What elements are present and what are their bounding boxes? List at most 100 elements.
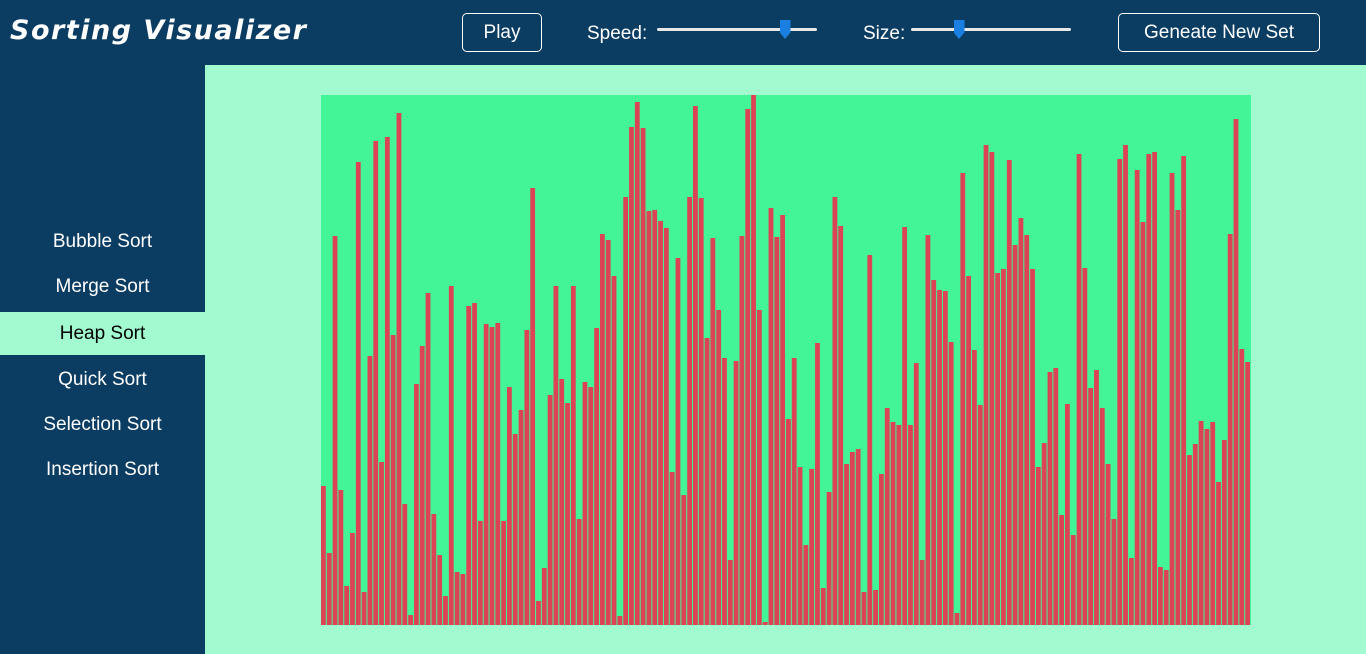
bar — [1006, 160, 1012, 625]
size-slider[interactable] — [911, 20, 1071, 40]
bar — [396, 113, 402, 625]
bar — [1065, 404, 1070, 625]
sidebar-item-quick-sort[interactable]: Quick Sort — [58, 368, 147, 390]
bar — [855, 449, 861, 625]
bar — [518, 410, 524, 625]
bar — [786, 419, 791, 625]
bar — [896, 425, 902, 625]
bar — [698, 198, 704, 625]
generate-new-set-button[interactable]: Geneate New Set — [1118, 13, 1320, 52]
sidebar-item-bubble-sort[interactable]: Bubble Sort — [52, 230, 153, 252]
bar — [937, 290, 942, 625]
bar — [966, 276, 971, 625]
sidebar-item-merge-sort[interactable]: Merge Sort — [55, 275, 150, 297]
bar — [942, 291, 948, 625]
bar — [1198, 421, 1204, 625]
bar — [1076, 154, 1082, 625]
bar — [431, 514, 437, 625]
bar — [919, 560, 925, 625]
algorithm-sidebar: Bubble Sort Merge Sort Heap Sort Quick S… — [0, 65, 205, 654]
bar — [1158, 567, 1163, 625]
bar — [693, 106, 698, 625]
bar — [379, 462, 384, 625]
bar — [849, 452, 855, 625]
bar — [605, 240, 611, 625]
bar — [879, 474, 884, 625]
bar — [402, 504, 408, 625]
bar — [472, 303, 477, 625]
bar — [390, 335, 396, 625]
bar — [541, 568, 547, 625]
bar — [460, 574, 466, 625]
bar — [733, 361, 739, 625]
bar — [739, 236, 745, 625]
sidebar-item-selection-sort[interactable]: Selection Sort — [43, 413, 162, 435]
bar — [1210, 422, 1216, 625]
bar — [751, 95, 756, 625]
bar — [1146, 154, 1152, 625]
bar — [675, 258, 681, 625]
bar — [1035, 467, 1041, 625]
bar — [350, 533, 355, 625]
bar — [1024, 235, 1030, 625]
bar — [1152, 152, 1157, 625]
speed-label: Speed: — [587, 23, 648, 44]
bar — [1140, 222, 1146, 625]
bar — [559, 379, 565, 625]
play-button[interactable]: Play — [462, 13, 542, 52]
bar — [332, 236, 338, 625]
bar — [466, 306, 472, 625]
bar — [588, 387, 594, 625]
bar — [663, 228, 669, 625]
bar — [1030, 269, 1035, 625]
bar — [774, 237, 780, 625]
bar — [652, 210, 658, 625]
bar — [321, 486, 326, 625]
bar — [873, 590, 878, 625]
bar — [344, 586, 350, 625]
bar — [443, 596, 448, 625]
bar — [501, 521, 506, 625]
size-label: Size: — [863, 23, 906, 44]
bar — [908, 425, 913, 625]
bar — [570, 286, 576, 625]
size-slider-thumb[interactable] — [953, 20, 965, 39]
bar — [623, 197, 629, 625]
bar — [646, 211, 652, 625]
bar — [768, 208, 774, 625]
bar — [454, 572, 460, 625]
bar — [582, 382, 588, 625]
bar — [1094, 370, 1099, 625]
bar — [553, 286, 559, 625]
bar — [1134, 170, 1140, 625]
bar — [710, 238, 716, 625]
bar — [1181, 156, 1187, 625]
app-title: Sorting Visualizer — [10, 15, 308, 46]
bar — [594, 328, 599, 625]
bar — [419, 346, 425, 625]
bar — [617, 616, 623, 625]
bar — [867, 255, 873, 625]
bar — [507, 387, 512, 625]
bar — [797, 467, 803, 625]
speed-slider-thumb[interactable] — [779, 20, 791, 39]
bar — [414, 384, 419, 625]
bar — [803, 545, 809, 625]
bar — [576, 519, 582, 625]
sidebar-item-insertion-sort[interactable]: Insertion Sort — [46, 458, 159, 480]
bar — [989, 152, 995, 625]
bar — [669, 472, 675, 625]
bar — [844, 464, 849, 625]
bar — [1192, 444, 1198, 625]
sidebar-item-heap-sort[interactable]: Heap Sort — [0, 312, 205, 355]
speed-slider[interactable] — [657, 20, 817, 40]
bar — [687, 197, 692, 625]
bar — [361, 592, 367, 625]
size-slider-track — [911, 28, 1071, 31]
bar — [448, 286, 454, 625]
bar — [791, 358, 797, 625]
bar — [756, 310, 762, 625]
bar — [1099, 408, 1105, 625]
bar — [355, 162, 361, 625]
bar — [530, 188, 536, 625]
